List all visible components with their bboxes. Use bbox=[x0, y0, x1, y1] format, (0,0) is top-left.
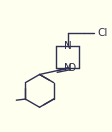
Text: Cl: Cl bbox=[96, 28, 106, 38]
Text: O: O bbox=[67, 63, 75, 73]
Text: N: N bbox=[63, 41, 71, 51]
Text: N: N bbox=[63, 63, 71, 73]
